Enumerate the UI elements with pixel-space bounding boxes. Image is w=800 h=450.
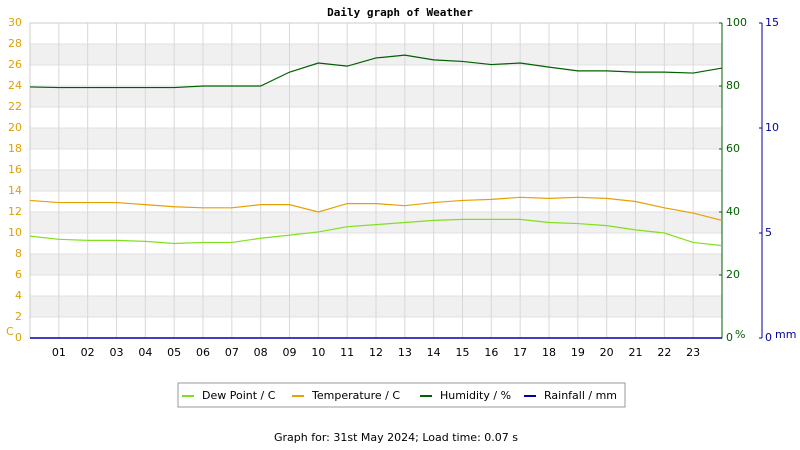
x-tick-label: 15 <box>456 346 470 359</box>
y-tick-label: 24 <box>8 79 22 92</box>
y2-tick-label: 20 <box>726 268 740 281</box>
x-tick-label: 04 <box>138 346 152 359</box>
y-tick-label: 28 <box>8 37 22 50</box>
y-tick-label: 14 <box>8 184 22 197</box>
y-tick-label: 30 <box>8 16 22 29</box>
y-tick-label: 22 <box>8 100 22 113</box>
y-tick-label: 26 <box>8 58 22 71</box>
series-line <box>29 218 723 247</box>
x-tick-label: 16 <box>484 346 498 359</box>
x-tick-label: 13 <box>398 346 412 359</box>
x-tick-label: 11 <box>340 346 354 359</box>
y3-tick-label: 0 <box>765 331 772 344</box>
x-tick-label: 23 <box>686 346 700 359</box>
y-tick-label: 18 <box>8 142 22 155</box>
y2-axis-unit: % <box>735 328 745 341</box>
y3-tick-label: 15 <box>765 16 779 29</box>
y-tick-label: 20 <box>8 121 22 134</box>
x-tick-label: 19 <box>571 346 585 359</box>
footer: Graph for: 31st May 2024; Load time: 0.0… <box>274 431 518 444</box>
legend-label: Rainfall / mm <box>544 389 617 402</box>
x-tick-label: 09 <box>283 346 297 359</box>
y3-axis-unit: mm <box>775 328 796 341</box>
x-tick-label: 02 <box>81 346 95 359</box>
series-line <box>29 54 723 89</box>
y2-tick-label: 100 <box>726 16 747 29</box>
x-tick-label: 07 <box>225 346 239 359</box>
y-tick-label: 4 <box>15 289 22 302</box>
y2-tick-label: 60 <box>726 142 740 155</box>
x-tick-label: 03 <box>110 346 124 359</box>
x-tick-label: 18 <box>542 346 556 359</box>
legend-label: Temperature / C <box>311 389 400 402</box>
legend-box <box>177 382 626 408</box>
y-tick-label: 0 <box>15 331 22 344</box>
y3-tick-label: 10 <box>765 121 779 134</box>
chart-title: Daily graph of Weather <box>327 6 473 19</box>
legend-label: Humidity / % <box>440 389 511 402</box>
x-tick-label: 06 <box>196 346 210 359</box>
legend-label: Dew Point / C <box>202 389 276 402</box>
y-tick-label: 10 <box>8 226 22 239</box>
y-tick-label: 2 <box>15 310 22 323</box>
y-tick-label: 12 <box>8 205 22 218</box>
y2-tick-label: 0 <box>726 331 733 344</box>
series-line <box>29 196 723 221</box>
y2-tick-label: 80 <box>726 79 740 92</box>
x-tick-label: 01 <box>52 346 66 359</box>
x-tick-label: 10 <box>311 346 325 359</box>
y3-tick-label: 5 <box>765 226 772 239</box>
y-tick-label: 16 <box>8 163 22 176</box>
y-tick-label: 8 <box>15 247 22 260</box>
y2-tick-label: 40 <box>726 205 740 218</box>
x-tick-label: 08 <box>254 346 268 359</box>
y-axis-unit: C <box>6 325 14 338</box>
y-tick-label: 6 <box>15 268 22 281</box>
x-tick-label: 20 <box>600 346 614 359</box>
x-tick-label: 21 <box>629 346 643 359</box>
x-tick-label: 12 <box>369 346 383 359</box>
x-tick-label: 05 <box>167 346 181 359</box>
x-tick-label: 14 <box>427 346 441 359</box>
x-tick-label: 17 <box>513 346 527 359</box>
x-tick-label: 22 <box>657 346 671 359</box>
